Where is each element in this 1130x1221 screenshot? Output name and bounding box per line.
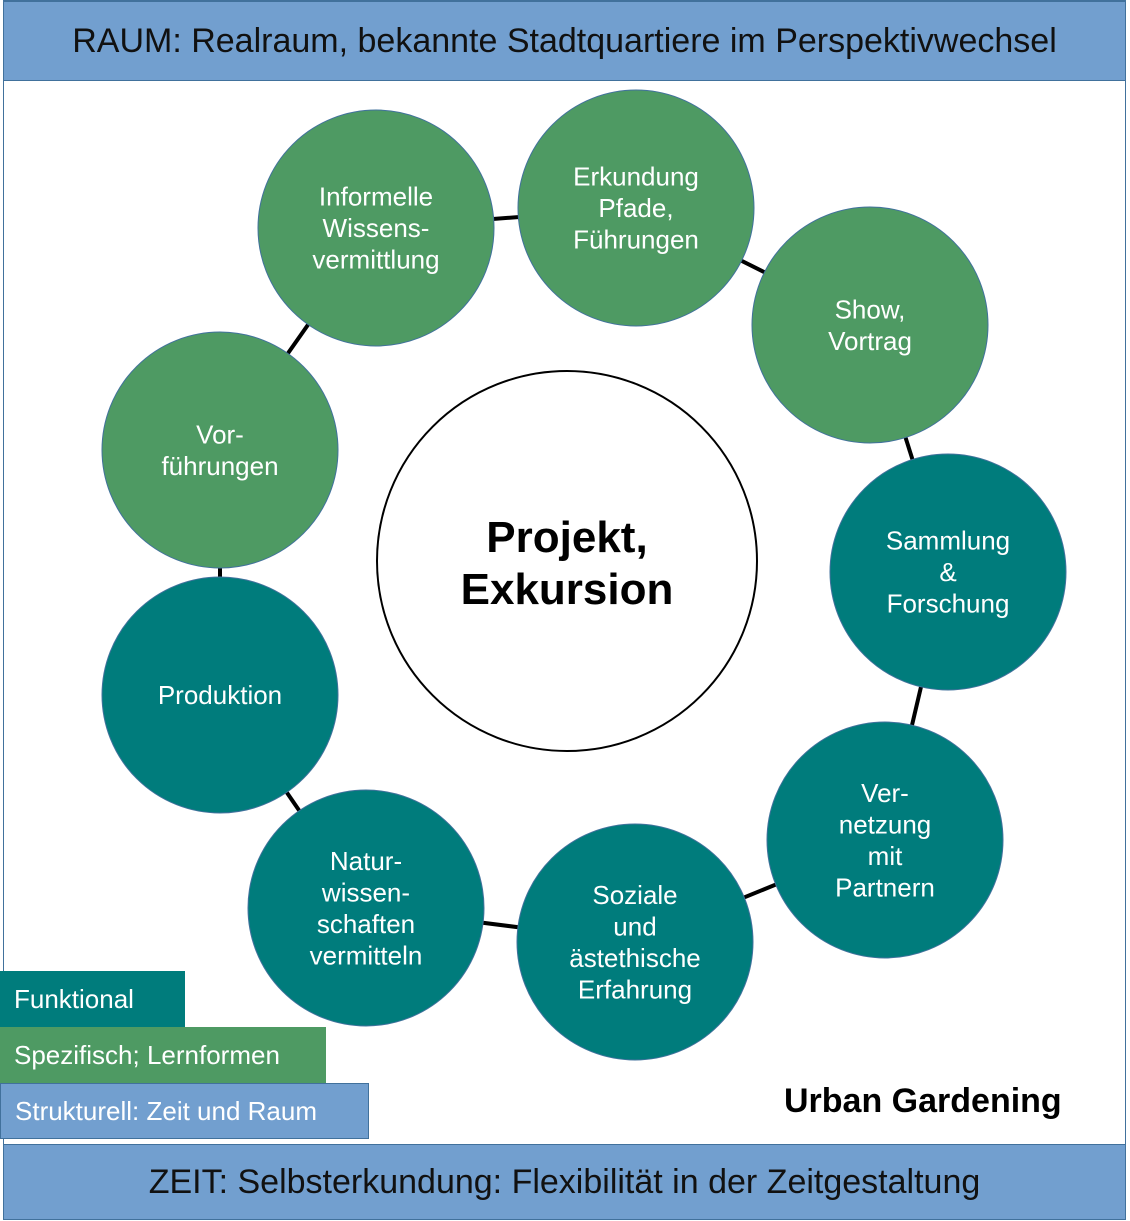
center-node: Projekt, Exkursion bbox=[376, 370, 758, 752]
legend-funktional: Funktional bbox=[0, 971, 185, 1027]
node-circle bbox=[101, 576, 339, 814]
node-7: Produktion bbox=[101, 576, 339, 814]
node-8: Vor-führungen bbox=[101, 331, 339, 569]
node-label-line: ästethische bbox=[569, 943, 701, 973]
node-label-line: Ver- bbox=[861, 778, 909, 808]
node-label-line: & bbox=[939, 557, 956, 587]
node-label-line: Produktion bbox=[158, 680, 282, 710]
node-label-line: Show, bbox=[835, 294, 906, 324]
node-label-line: vermittlung bbox=[312, 245, 439, 275]
node-label-line: führungen bbox=[161, 451, 278, 481]
node-label-line: Natur- bbox=[330, 846, 402, 876]
node-circle bbox=[101, 331, 339, 569]
node-label-line: Wissens- bbox=[323, 213, 430, 243]
node-label-line: netzung bbox=[839, 809, 932, 839]
node-label-line: Vor- bbox=[196, 419, 244, 449]
node-circle bbox=[257, 109, 495, 347]
node-label-line: Erkundung bbox=[573, 162, 699, 192]
node-label-line: schaften bbox=[317, 909, 415, 939]
node-circle bbox=[766, 721, 1004, 959]
node-label-line: Forschung bbox=[887, 589, 1010, 619]
node-label-line: Erfahrung bbox=[578, 974, 692, 1004]
node-label-line: Sammlung bbox=[886, 526, 1010, 556]
node-label-line: Pfade, bbox=[598, 193, 673, 223]
node-label-line: mit bbox=[868, 841, 903, 871]
node-circle bbox=[751, 206, 989, 444]
node-circle bbox=[829, 453, 1067, 691]
node-circle bbox=[247, 789, 485, 1027]
node-circle bbox=[517, 89, 755, 327]
node-label-line: Soziale bbox=[592, 880, 677, 910]
node-label-line: Führungen bbox=[573, 225, 699, 255]
legend-strukturell: Strukturell: Zeit und Raum bbox=[0, 1083, 369, 1139]
node-label-line: vermitteln bbox=[310, 940, 423, 970]
raum-header: RAUM: Realraum, bekannte Stadtquartiere … bbox=[3, 1, 1126, 81]
node-label-line: Vortrag bbox=[828, 326, 912, 356]
legend-spezifisch: Spezifisch; Lernformen bbox=[0, 1027, 326, 1083]
node-label-line: und bbox=[613, 911, 656, 941]
node-3: Sammlung&Forschung bbox=[829, 453, 1067, 691]
node-circle bbox=[516, 823, 754, 1061]
zeit-footer: ZEIT: Selbsterkundung: Flexibilität in d… bbox=[3, 1144, 1126, 1220]
node-circles: InformelleWissens-vermittlungErkundungPf… bbox=[101, 89, 1067, 1061]
node-label-line: Partnern bbox=[835, 872, 935, 902]
center-label-line-1: Projekt, bbox=[486, 513, 647, 562]
urban-gardening-caption: Urban Gardening bbox=[784, 1082, 1062, 1120]
center-label-line-2: Exkursion bbox=[461, 565, 674, 614]
center-circle bbox=[376, 370, 758, 752]
node-2: Show,Vortrag bbox=[751, 206, 989, 444]
node-label-line: Informelle bbox=[319, 182, 433, 212]
node-label-line: wissen- bbox=[321, 877, 410, 907]
